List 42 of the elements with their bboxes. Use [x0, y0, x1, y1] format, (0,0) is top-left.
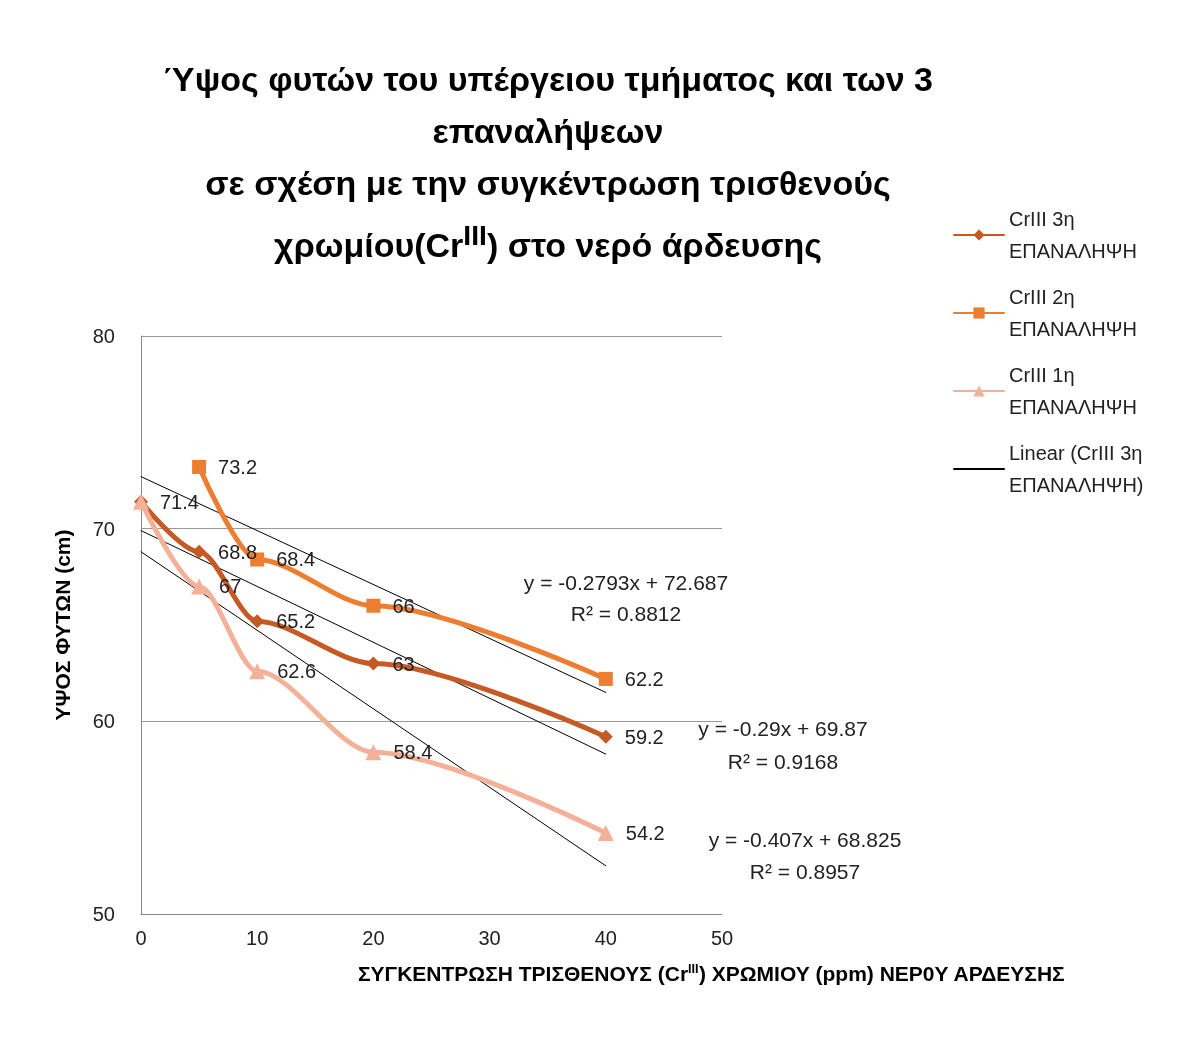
- y-tick-label: 60: [92, 710, 115, 733]
- data-label: 54.2: [625, 822, 665, 845]
- x-tick-label: 20: [362, 927, 385, 949]
- point: [598, 729, 613, 744]
- point: [191, 578, 208, 595]
- point: [366, 656, 381, 671]
- annotation: y = -0.29x + 69.87: [698, 716, 868, 740]
- annotation: y = -0.2793x + 72.687: [523, 570, 729, 594]
- x-tick-label: 30: [478, 927, 501, 949]
- legend-label: Linear (CrIII 3η ΕΠΑΝΑΛΗΨΗ): [1009, 442, 1148, 496]
- text: R² = 0.8957: [749, 859, 861, 883]
- data-label: 73.2: [218, 456, 258, 479]
- point: [249, 663, 266, 680]
- point: [250, 614, 265, 629]
- x-tick-label: 10: [246, 927, 269, 949]
- y-tick-label: 50: [92, 903, 115, 925]
- point: [192, 544, 207, 559]
- y-tick-label: 80: [92, 325, 115, 347]
- data-label: 58.4: [393, 741, 433, 764]
- y-tick-label: 70: [92, 517, 115, 540]
- x-tick-label: 40: [594, 927, 617, 949]
- legend-label: CrIII 3η ΕΠΑΝΑΛΗΨΗ: [1009, 208, 1137, 262]
- point: [366, 598, 381, 613]
- data-label: 62.6: [277, 660, 317, 683]
- point: [598, 671, 613, 686]
- legend-label: CrIII 1η ΕΠΑΝΑΛΗΨΗ: [1009, 364, 1137, 418]
- annotation: R² = 0.8812: [570, 601, 682, 625]
- point: [192, 460, 207, 475]
- data-label: 71.4: [160, 490, 199, 513]
- data-label: 68.4: [276, 548, 316, 571]
- chart-title: Ύψος φυτών του υπέργειου τμήματος και των 3 επαναλήψεων σε σχέση με την συγκέντρωση τρισθενούς χρωμίου(Cr$^{III}$) στο νερό άρδευσης: [162, 59, 934, 267]
- point: [365, 744, 382, 761]
- x-tick-label: 50: [710, 927, 734, 949]
- data-label: 59.2: [624, 725, 664, 748]
- data-label: 62.2: [624, 667, 664, 690]
- x-tick-label: 0: [135, 927, 147, 949]
- data-label: 65.2: [276, 610, 316, 633]
- point: [597, 825, 614, 842]
- y-axis-title: ΥΨΟΣ ΦΥΤΩΝ (cm): [51, 529, 74, 721]
- text: R² = 0.9168: [727, 749, 839, 773]
- annotation: y = -0.407x + 68.825: [708, 827, 902, 851]
- legend-label: CrIII 2η ΕΠΑΝΑΛΗΨΗ: [1009, 286, 1137, 340]
